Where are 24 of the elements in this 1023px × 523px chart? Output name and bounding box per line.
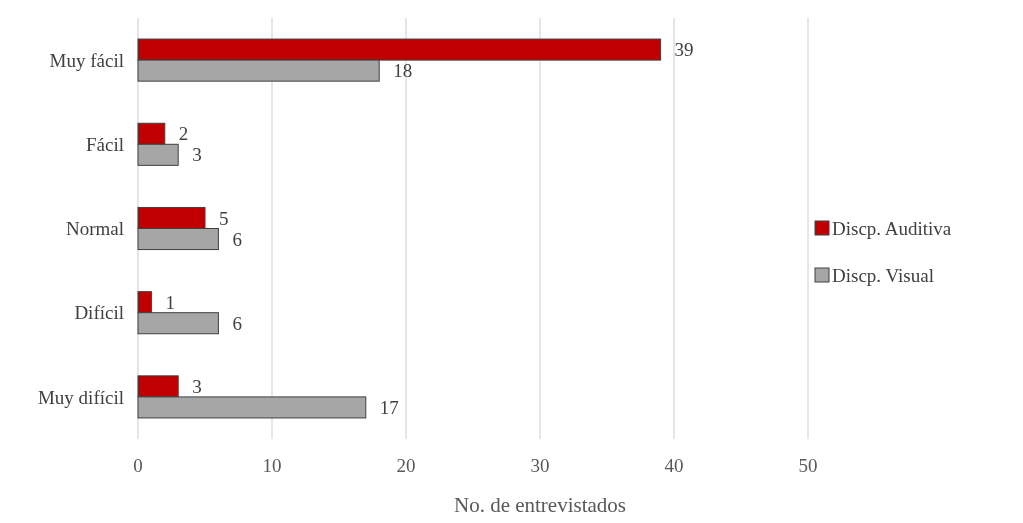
- y-tick-label: Muy difícil: [37, 386, 124, 408]
- y-tick-label: Difícil: [74, 302, 124, 324]
- data-label: 39: [674, 39, 694, 61]
- data-label: 17: [379, 397, 399, 419]
- x-tick-label: 40: [664, 455, 684, 476]
- data-label: 3: [192, 376, 202, 398]
- data-label: 5: [219, 207, 229, 229]
- x-tick-label: 50: [798, 455, 818, 476]
- x-tick-label: 20: [396, 455, 416, 476]
- y-tick-label: Muy fácil: [49, 49, 124, 71]
- x-axis-title: No. de entrevistados: [453, 493, 627, 517]
- data-label: 6: [232, 228, 242, 250]
- x-tick-label: 30: [530, 455, 550, 476]
- data-label: 3: [192, 144, 202, 166]
- y-tick-label: Fácil: [86, 133, 124, 155]
- x-tick-label: 10: [262, 455, 282, 476]
- data-label: 2: [178, 123, 189, 145]
- legend-label: Discp. Visual: [832, 264, 934, 286]
- y-tick-label: Normal: [65, 218, 124, 240]
- data-label: 6: [232, 312, 242, 334]
- data-label: 1: [165, 291, 175, 313]
- legend-label: Discp. Auditiva: [832, 217, 952, 239]
- x-tick-label: 0: [133, 455, 143, 476]
- data-label: 18: [393, 60, 413, 82]
